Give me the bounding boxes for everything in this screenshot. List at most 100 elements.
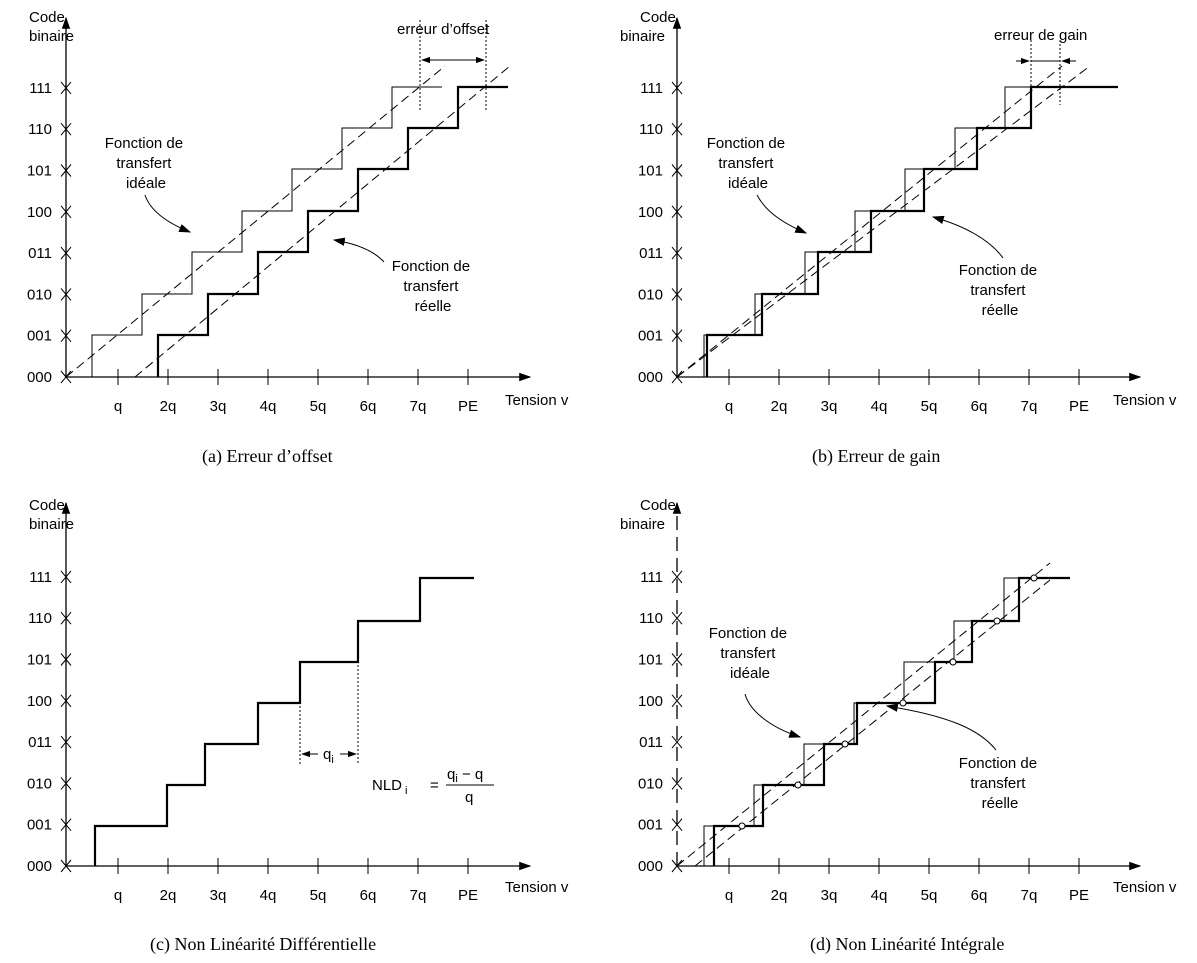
real-staircase — [705, 85, 1118, 377]
x-tick-label: 2q — [771, 887, 788, 904]
midpoint-marker — [1030, 574, 1038, 582]
y-axis-title-line2: binaire — [620, 516, 665, 533]
x-tick-label: 6q — [971, 887, 988, 904]
real-function-label: Fonction de transfert réelle — [959, 262, 1042, 319]
code-label: 101 — [27, 652, 52, 669]
x-tick-label: 5q — [921, 398, 938, 415]
x-axis-ticks: q 2q 3q 4q 5q 6q 7q PE — [114, 858, 478, 904]
x-tick-label: PE — [458, 398, 478, 415]
ideal-dashed-line — [65, 65, 446, 378]
code-label: 101 — [638, 163, 663, 180]
x-axis-title: Tension v — [1113, 392, 1177, 409]
formula-numerator: qi − q — [447, 766, 483, 785]
code-tick-cross — [671, 611, 683, 625]
real-pointer-arrow — [931, 215, 1004, 259]
code-tick-cross — [671, 818, 683, 832]
ideal-pointer-arrow — [744, 693, 802, 738]
ideal-pointer-arrow — [756, 194, 808, 234]
midpoint-marker — [993, 617, 1001, 625]
y-axis-title-line1: Code — [29, 497, 65, 514]
midpoint-marker — [899, 699, 907, 707]
x-tick-label: q — [725, 887, 733, 904]
ideal-dashed-line — [676, 65, 1063, 378]
x-tick-label: 3q — [210, 887, 227, 904]
real-staircase — [156, 85, 508, 377]
formula-denominator: q — [465, 789, 473, 806]
x-axis-ticks: q 2q 3q 4q 5q 6q 7q PE — [725, 858, 1089, 904]
y-axis-title-line1: Code — [29, 9, 65, 26]
midpoint-circles — [738, 574, 1038, 830]
x-tick-label: PE — [458, 887, 478, 904]
x-tick-label: 6q — [360, 398, 377, 415]
midpoint-marker — [949, 658, 957, 666]
x-tick-label: 2q — [160, 887, 177, 904]
code-label: 000 — [638, 369, 663, 386]
code-label: 001 — [638, 817, 663, 834]
code-label: 100 — [638, 204, 663, 221]
x-axis-ticks: q 2q 3q 4q 5q 6q 7q PE — [725, 369, 1089, 415]
offset-error-label: erreur d’offset — [397, 21, 490, 38]
x-tick-label: 7q — [410, 398, 427, 415]
code-label: 110 — [639, 610, 663, 627]
real-dashed-line — [134, 65, 511, 378]
code-label: 101 — [27, 163, 52, 180]
code-label: 000 — [27, 369, 52, 386]
x-tick-label: 2q — [771, 398, 788, 415]
x-tick-label: PE — [1069, 887, 1089, 904]
code-label: 001 — [27, 817, 52, 834]
real-function-label: Fonction de transfert réelle — [959, 755, 1042, 812]
code-label: 010 — [27, 286, 52, 303]
x-axis-ticks: q 2q 3q 4q 5q 6q 7q PE — [114, 369, 478, 415]
y-axis-codes: 000 001 010 011 100 101 110 111 — [27, 80, 72, 386]
code-label: 111 — [29, 80, 52, 97]
x-tick-label: 4q — [260, 398, 277, 415]
x-tick-label: PE — [1069, 398, 1089, 415]
midpoint-marker — [738, 822, 746, 830]
panel-d-inl: Code binaire Tension v (d) Non Linéarité… — [620, 497, 1177, 955]
code-label: 010 — [638, 775, 663, 792]
code-label: 011 — [28, 734, 52, 751]
ideal-pointer-arrow — [144, 194, 192, 233]
code-tick-cross — [671, 694, 683, 708]
x-tick-label: 3q — [821, 398, 838, 415]
x-axis-title: Tension v — [505, 879, 569, 896]
x-tick-label: 7q — [1021, 887, 1038, 904]
ideal-function-label: Fonction de transfert idéale — [707, 135, 790, 192]
code-tick-cross — [671, 735, 683, 749]
code-label: 110 — [28, 121, 52, 138]
real-pointer-arrow — [885, 703, 997, 751]
ideal-dashed-line — [676, 562, 1051, 867]
caption-d: (d) Non Linéarité Intégrale — [810, 934, 1004, 955]
x-tick-label: 2q — [160, 398, 177, 415]
panel-c-dnl: Code binaire Tension v (c) Non Linéarité… — [27, 497, 569, 955]
code-label: 011 — [28, 245, 52, 262]
x-tick-label: 4q — [871, 398, 888, 415]
x-axis-title: Tension v — [1113, 879, 1177, 896]
real-staircase — [712, 576, 1070, 866]
x-tick-label: 3q — [210, 398, 227, 415]
code-label: 111 — [29, 569, 52, 586]
x-tick-label: 7q — [1021, 398, 1038, 415]
x-tick-label: q — [725, 398, 733, 415]
code-label: 100 — [27, 204, 52, 221]
x-tick-label: q — [114, 887, 122, 904]
ideal-function-label: Fonction de transfert idéale — [105, 135, 188, 192]
real-function-label: Fonction de transfert réelle — [392, 258, 475, 315]
x-tick-label: 5q — [310, 398, 327, 415]
caption-a: (a) Erreur d’offset — [202, 446, 333, 467]
code-label: 101 — [638, 652, 663, 669]
code-label: 011 — [639, 245, 663, 262]
code-label: 110 — [28, 610, 52, 627]
panel-b-gain-error: Code binaire Tension v (b) Erreur de gai… — [620, 9, 1177, 467]
ideal-staircase — [703, 86, 1055, 377]
code-label: 011 — [639, 734, 663, 751]
y-axis-title-line2: binaire — [29, 28, 74, 45]
x-tick-label: 7q — [410, 887, 427, 904]
code-label: 100 — [638, 693, 663, 710]
code-label: 010 — [27, 775, 52, 792]
y-axis-codes: 000 001 010 011 100 101 110 111 — [27, 569, 72, 875]
code-tick-cross — [671, 653, 683, 666]
y-axis-title-line1: Code — [640, 9, 676, 26]
code-label: 111 — [640, 569, 663, 586]
